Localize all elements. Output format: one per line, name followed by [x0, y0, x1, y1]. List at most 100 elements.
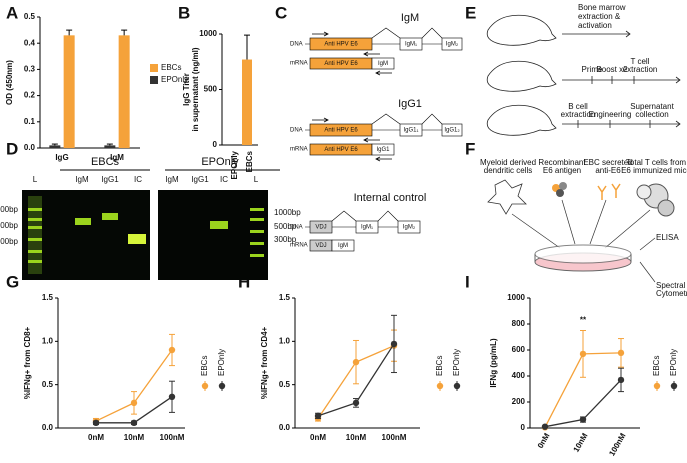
y-tick-label: 0.0: [279, 423, 291, 432]
y-tick-label: 500: [204, 85, 218, 94]
lane-label: IC: [220, 175, 228, 184]
y-tick-label: 0: [521, 423, 526, 432]
assay-label: Cytometry: [656, 289, 687, 298]
timeline-label: Boost x2: [596, 65, 628, 74]
segment: IgG1: [376, 147, 390, 153]
timeline-label: Bone marrow: [578, 3, 626, 12]
y-tick-label: 1.5: [279, 293, 291, 302]
point: [579, 416, 587, 423]
y-tick-label: 0.5: [42, 380, 54, 389]
constructs: IgM DNA mRNA Anti HPV E6 IgM₁ IgM₂ Anti …: [290, 12, 463, 252]
row-label: mRNA: [290, 61, 308, 67]
row-label: mRNA: [290, 243, 308, 249]
y-axis-label: IgG Titer: [182, 73, 191, 106]
y-tick-label: 1.0: [279, 336, 291, 345]
row-label: DNA: [290, 128, 303, 134]
point: [168, 346, 176, 354]
timeline-label: Prime: [582, 65, 603, 74]
y-tick-label: 0.4: [24, 38, 36, 47]
segment: IgG1₂: [444, 128, 460, 134]
panel-letter: B: [178, 3, 190, 22]
lane-label: IgM: [75, 175, 89, 184]
lane-label: L: [254, 175, 259, 184]
assay-label: Myeloid derived: [480, 158, 536, 167]
point: [92, 419, 100, 426]
legend-marker: [670, 382, 678, 390]
timeline-label: Engineering: [589, 110, 632, 119]
marker-label: 500bp: [0, 237, 19, 246]
point: [617, 349, 625, 357]
assay-label: E6 immunized mice: [621, 166, 687, 175]
marker-label: 1500bp: [0, 221, 19, 230]
legend-marker: [653, 382, 661, 390]
timeline-label: extraction &: [578, 12, 621, 21]
y-axis-label: in supernatant (ng/ml): [191, 47, 200, 131]
y-tick-label: 0.5: [279, 380, 291, 389]
gel-group: EBCs: [91, 156, 120, 168]
y-axis-label: OD (450nm): [5, 60, 14, 105]
legend-marker: [201, 382, 209, 390]
x-tick-label: 100nM: [382, 433, 407, 442]
x-tick-label: 10nM: [124, 433, 145, 442]
x-tick-label: 10nM: [346, 433, 367, 442]
assay-label: ELISA: [656, 233, 679, 242]
legend-marker: [453, 382, 461, 390]
segment: IgM₂: [446, 42, 459, 48]
y-tick-label: 0.1: [24, 117, 36, 126]
segment: Anti HPV E6: [324, 61, 358, 67]
legend-label: EBCs: [435, 356, 444, 376]
y-tick-label: 200: [512, 397, 526, 406]
x-tick-label: 0nM: [310, 433, 326, 442]
x-tick-label: 0nM: [88, 433, 104, 442]
point: [541, 423, 549, 430]
row-label: DNA: [290, 225, 303, 231]
point: [130, 399, 138, 407]
legend-label: EPOnly: [669, 349, 678, 376]
x-tick-label: IgG: [55, 153, 68, 162]
bar: [63, 35, 75, 149]
panel-letter: E: [465, 3, 476, 22]
timeline-label: activation: [578, 21, 612, 30]
segment: IgM₁: [405, 42, 417, 48]
marker-label: 500bp: [274, 222, 297, 231]
legend-label: EBCs: [200, 356, 209, 376]
point: [130, 419, 138, 426]
construct-title: IgG1: [398, 98, 422, 110]
lane-label: IgG1: [191, 175, 209, 184]
marker-label: 300bp: [274, 235, 297, 244]
point: [168, 393, 176, 400]
marker-label: 3000bp: [0, 205, 19, 214]
timeline-label: B cell: [568, 102, 588, 111]
y-tick-label: 0.0: [42, 423, 54, 432]
segment: VDJ: [315, 225, 326, 231]
x-tick-label: EBCs: [245, 150, 254, 172]
timeline: Bone marrow extraction & activation Prim…: [486, 3, 681, 136]
lane-label: IC: [134, 175, 142, 184]
panel-letter: C: [275, 3, 287, 22]
legend-marker: [436, 382, 444, 390]
y-tick-label: 1.0: [42, 336, 54, 345]
row-label: DNA: [290, 42, 303, 48]
timeline-label: collection: [635, 110, 668, 119]
gel-group: EPOnly: [201, 156, 239, 168]
assay: Myeloid derived dendritic cells Recombin…: [480, 158, 687, 298]
x-tick-label: IgM: [110, 153, 124, 162]
lane-label: IgM: [165, 175, 179, 184]
segment: VDJ: [315, 243, 326, 249]
y-axis-label: %IFNg+ from CD4+: [260, 326, 269, 399]
x-tick-label: 100nM: [160, 433, 185, 442]
assay-label: Total T cells from: [626, 158, 687, 167]
y-tick-label: 1000: [507, 293, 525, 302]
point: [352, 399, 360, 407]
segment: Anti HPV E6: [324, 128, 358, 134]
segment: IgM: [338, 243, 348, 249]
y-tick-label: 0: [213, 140, 218, 149]
point: [352, 358, 360, 366]
timeline-label: T cell: [631, 57, 650, 66]
legend-label: EBCs: [161, 63, 181, 72]
lane-label: L: [33, 175, 38, 184]
legend-marker: [218, 382, 226, 390]
y-tick-label: 400: [512, 371, 526, 380]
legend-label: EPOnly: [161, 75, 188, 84]
